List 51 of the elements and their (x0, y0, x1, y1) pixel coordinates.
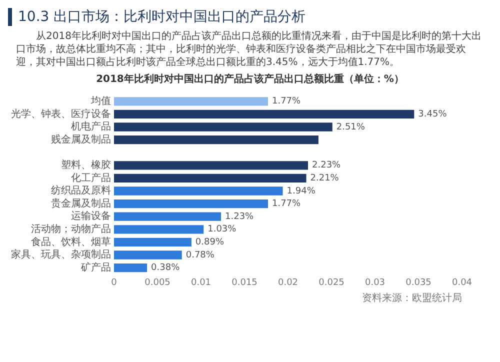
bar (114, 263, 148, 272)
y-tick-label: 运输设备 (71, 210, 111, 222)
y-tick-label: 光学、钟表、医疗设备 (11, 108, 111, 120)
x-tick-label: 0.02 (278, 278, 298, 288)
y-tick-label: 家具、玩具、杂项制品 (11, 248, 111, 261)
x-tick-label: 0.03 (364, 278, 386, 288)
x-tick-label: 0.035 (406, 278, 432, 288)
bar (114, 174, 306, 183)
data-label: 1.03% (208, 224, 237, 235)
y-tick-label: 化工产品 (71, 172, 111, 184)
data-label: 2.21% (310, 174, 340, 184)
chart-subtitle: 从2018年比利时对中国出口的产品占该产品出口总额的比重情况来看，由于中国是比利时的第十大出口市场，故总体比重均不高；其中，比利时的光学、钟表和医疗设备类产品相比之下在中国市场最受欢迎，其对中国出口额占比利时该产品全球总出口额比重的3.45%，远大于均值1.77%。 (15, 30, 482, 69)
bar (114, 199, 268, 208)
y-tick-label: 矿产品 (80, 261, 111, 274)
x-tick-label: 0.04 (452, 278, 472, 288)
data-label: 1.77% (272, 96, 302, 107)
y-tick-label: 均值 (90, 94, 111, 107)
data-label: 1.23% (225, 212, 254, 222)
bar (114, 212, 222, 221)
y-tick-label: 活动物；动物产品 (31, 222, 111, 235)
data-label: 2.51% (336, 122, 366, 132)
bar (114, 97, 268, 106)
y-tick-label: 贱金属及制品 (51, 133, 111, 146)
y-tick-label: 机电产品 (71, 120, 111, 133)
chart-title: 10.3 出口市场：比利时对中国出口的产品分析 (8, 8, 492, 26)
data-label: 3.45% (418, 110, 448, 120)
y-tick-label: 纺织品及原料 (51, 184, 111, 197)
bar (114, 225, 204, 234)
data-label: 0.78% (186, 250, 215, 260)
bar (114, 135, 318, 144)
data-label: 0.89% (195, 238, 224, 248)
x-tick-label: 0.025 (318, 278, 344, 288)
text: 资料来源：欧盟统计局 (361, 292, 463, 305)
x-tick-label: 0.005 (144, 278, 170, 288)
bar (114, 122, 332, 132)
y-tick-label: 塑料、橡胶 (61, 158, 111, 171)
data-label: 1.94% (286, 186, 316, 196)
x-tick-label: 0.015 (232, 278, 258, 288)
text: 2018年比利时对中国出口的产品占该产品出口总额比重（单位：%） (95, 72, 405, 86)
data-label: 0.38% (151, 263, 180, 274)
bar (114, 238, 192, 247)
x-tick-label: 0 (111, 278, 118, 288)
bar (114, 110, 414, 119)
bar (114, 250, 182, 260)
x-tick-label: 0.01 (190, 278, 212, 288)
data-label: 2.23% (312, 160, 342, 171)
bar (114, 161, 308, 170)
data-label: 1.77% (272, 199, 302, 210)
y-tick-label: 食品、饮料、烟草 (31, 236, 111, 248)
y-tick-label: 贵金属及制品 (51, 197, 111, 210)
bar (114, 186, 283, 196)
